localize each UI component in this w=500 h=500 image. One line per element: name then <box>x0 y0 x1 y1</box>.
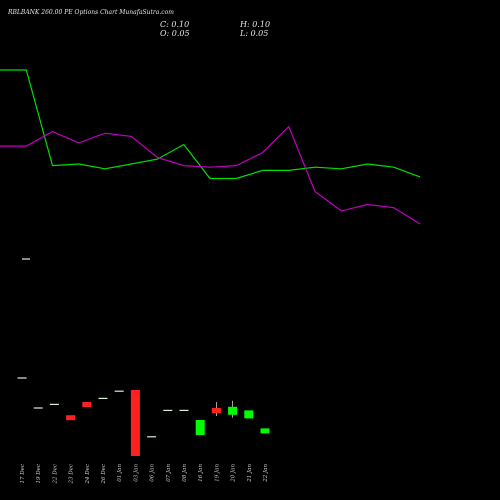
x-tick-label: 16 Jan <box>198 464 204 482</box>
candle-13 <box>228 406 238 415</box>
x-tick-label: 08 Jan <box>182 464 188 482</box>
x-tick-label: 21 Jan <box>247 464 253 483</box>
line-layer <box>0 69 421 225</box>
close-value: C: 0.10 <box>160 20 190 29</box>
x-axis-ticks: 17 Dec 19 Dec 22 Dec 23 Dec 24 Dec 26 Dec 01 J… <box>20 464 269 485</box>
x-tick-label: 01 Jan <box>117 464 123 482</box>
x-tick-label: 22 Dec <box>52 464 58 485</box>
x-tick-label: 24 Dec <box>85 464 91 485</box>
x-tick-label: 17 Dec <box>20 464 26 484</box>
series-line-2 <box>0 125 421 225</box>
x-tick-label: 06 Jan <box>150 464 156 482</box>
chart-title: RBLBANK 260.00 PE Options Chart MunafaSu… <box>8 9 174 16</box>
candle-15 <box>260 428 270 434</box>
x-tick-label: 20 Jan <box>231 464 237 483</box>
x-tick-label: 03 Jan <box>133 464 139 482</box>
candle-3 <box>66 415 76 421</box>
candle-11 <box>195 420 205 435</box>
x-tick-label: 19 Dec <box>36 464 42 484</box>
candle-4 <box>82 402 92 407</box>
x-tick-label: 07 Jan <box>166 464 172 482</box>
candle-layer <box>17 377 270 456</box>
candle-14 <box>244 410 254 419</box>
candle-12 <box>211 408 221 413</box>
x-tick-label: 22 Jan <box>263 464 269 483</box>
high-value: H: 0.10 <box>240 20 271 29</box>
low-value: L: 0.05 <box>240 29 269 38</box>
x-tick-label: 19 Jan <box>214 464 220 482</box>
candle-7 <box>130 390 140 456</box>
x-tick-label: 23 Dec <box>69 464 75 485</box>
open-value: O: 0.05 <box>160 29 190 38</box>
series-line-1 <box>0 69 421 180</box>
x-tick-label: 26 Dec <box>101 464 107 485</box>
